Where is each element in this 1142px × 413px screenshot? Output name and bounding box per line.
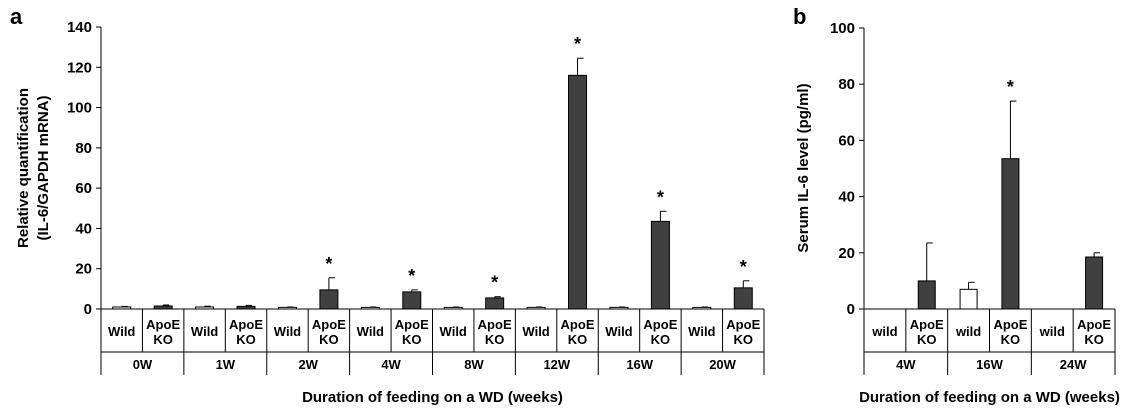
category-label: Wild: [522, 324, 549, 339]
y-axis-label: Serum IL-6 level (pg/ml): [795, 83, 812, 252]
category-label: Wild: [274, 324, 301, 339]
bar-apoe-ko: [236, 305, 256, 310]
y-tick-label: 0: [847, 301, 855, 318]
y-tick-label: 100: [830, 20, 855, 37]
y-tick-label: 80: [838, 76, 855, 93]
bar-apoe-ko: [485, 297, 505, 310]
y-tick-label: 60: [75, 180, 92, 197]
category-label: Wild: [108, 324, 135, 339]
y-axis-label: Relative quantification: [15, 88, 32, 248]
bar-wild: [360, 306, 380, 310]
bar-wild: [112, 306, 132, 310]
category-label: ApoE KO: [312, 317, 346, 347]
category-label: Wild: [688, 324, 715, 339]
category-label: ApoE KO: [395, 317, 429, 347]
y-tick-label: 100: [67, 100, 92, 117]
y-tick-label: 80: [75, 140, 92, 157]
group-label: 20W: [709, 357, 736, 372]
significance-star: *: [574, 34, 581, 54]
bar-wild: [277, 306, 297, 310]
bar-wild: [443, 306, 463, 310]
bar-wild: [692, 306, 712, 310]
bar-apoe-ko: [1001, 158, 1020, 310]
category-label: ApoE KO: [643, 317, 677, 347]
category-label: wild: [871, 324, 897, 339]
bar-apoe-ko: [917, 280, 936, 310]
significance-star: *: [657, 187, 664, 207]
y-tick-label: 0: [84, 301, 92, 318]
group-label: 8W: [464, 357, 484, 372]
bar-apoe-ko: [568, 74, 588, 310]
category-label: Wild: [191, 324, 218, 339]
y-tick-label: 20: [75, 261, 92, 278]
panel-a: a 0 20 40 60 80 100 120 140 Relative quantificati…: [10, 4, 765, 406]
group-label: 4W: [381, 357, 401, 372]
bar-wild: [195, 306, 215, 310]
group-label: 16W: [976, 357, 1003, 372]
x-axis-label: Duration of feeding on a WD (weeks): [859, 389, 1120, 406]
bar-apoe-ko: [650, 220, 670, 310]
significance-star: *: [408, 266, 415, 286]
category-label: Wild: [605, 324, 632, 339]
category-label: ApoE KO: [146, 317, 180, 347]
category-label: Wild: [357, 324, 384, 339]
y-axis-label: (IL-6/GAPDH mRNA): [35, 95, 52, 240]
category-label: ApoE KO: [229, 317, 263, 347]
group-label: 1W: [216, 357, 236, 372]
category-label: ApoE KO: [1077, 317, 1111, 347]
significance-star: *: [325, 254, 332, 274]
y-tick-label: 40: [75, 220, 92, 237]
bar-apoe-ko: [402, 291, 422, 310]
significance-star: *: [491, 273, 498, 293]
category-label: ApoE KO: [993, 317, 1027, 347]
bar-apoe-ko: [319, 289, 339, 310]
category-label: ApoE KO: [478, 317, 512, 347]
panel-b: b 0 20 40 60 80 100 Serum IL-6 level (pg/ml) 4W w…: [793, 4, 1120, 406]
y-tick-label: 140: [67, 19, 92, 36]
bar-apoe-ko: [733, 287, 753, 310]
y-tick-label: 60: [838, 132, 855, 149]
group-label: 4W: [896, 357, 916, 372]
bar-wild: [526, 306, 546, 310]
x-axis-label: Duration of feeding on a WD (weeks): [302, 389, 563, 406]
significance-star: *: [740, 257, 747, 277]
group-label: 16W: [626, 357, 653, 372]
category-label: ApoE KO: [561, 317, 595, 347]
significance-star: *: [1007, 77, 1014, 97]
group-label: 0W: [133, 357, 153, 372]
bar-apoe-ko: [153, 305, 173, 310]
category-label: wild: [1039, 324, 1065, 339]
panel-letter: b: [793, 4, 806, 29]
y-tick-label: 120: [67, 59, 92, 76]
y-tick-label: 40: [838, 189, 855, 206]
group-label: 24W: [1060, 357, 1087, 372]
category-label: Wild: [440, 324, 467, 339]
category-label: ApoE KO: [726, 317, 760, 347]
group-label: 12W: [543, 357, 570, 372]
panel-letter: a: [10, 4, 23, 29]
category-label: ApoE KO: [910, 317, 944, 347]
bar-wild: [609, 306, 629, 310]
bar-apoe-ko: [1085, 256, 1104, 310]
category-label: wild: [955, 324, 981, 339]
y-tick-label: 20: [838, 245, 855, 262]
group-label: 2W: [298, 357, 318, 372]
bar-wild: [959, 288, 978, 310]
